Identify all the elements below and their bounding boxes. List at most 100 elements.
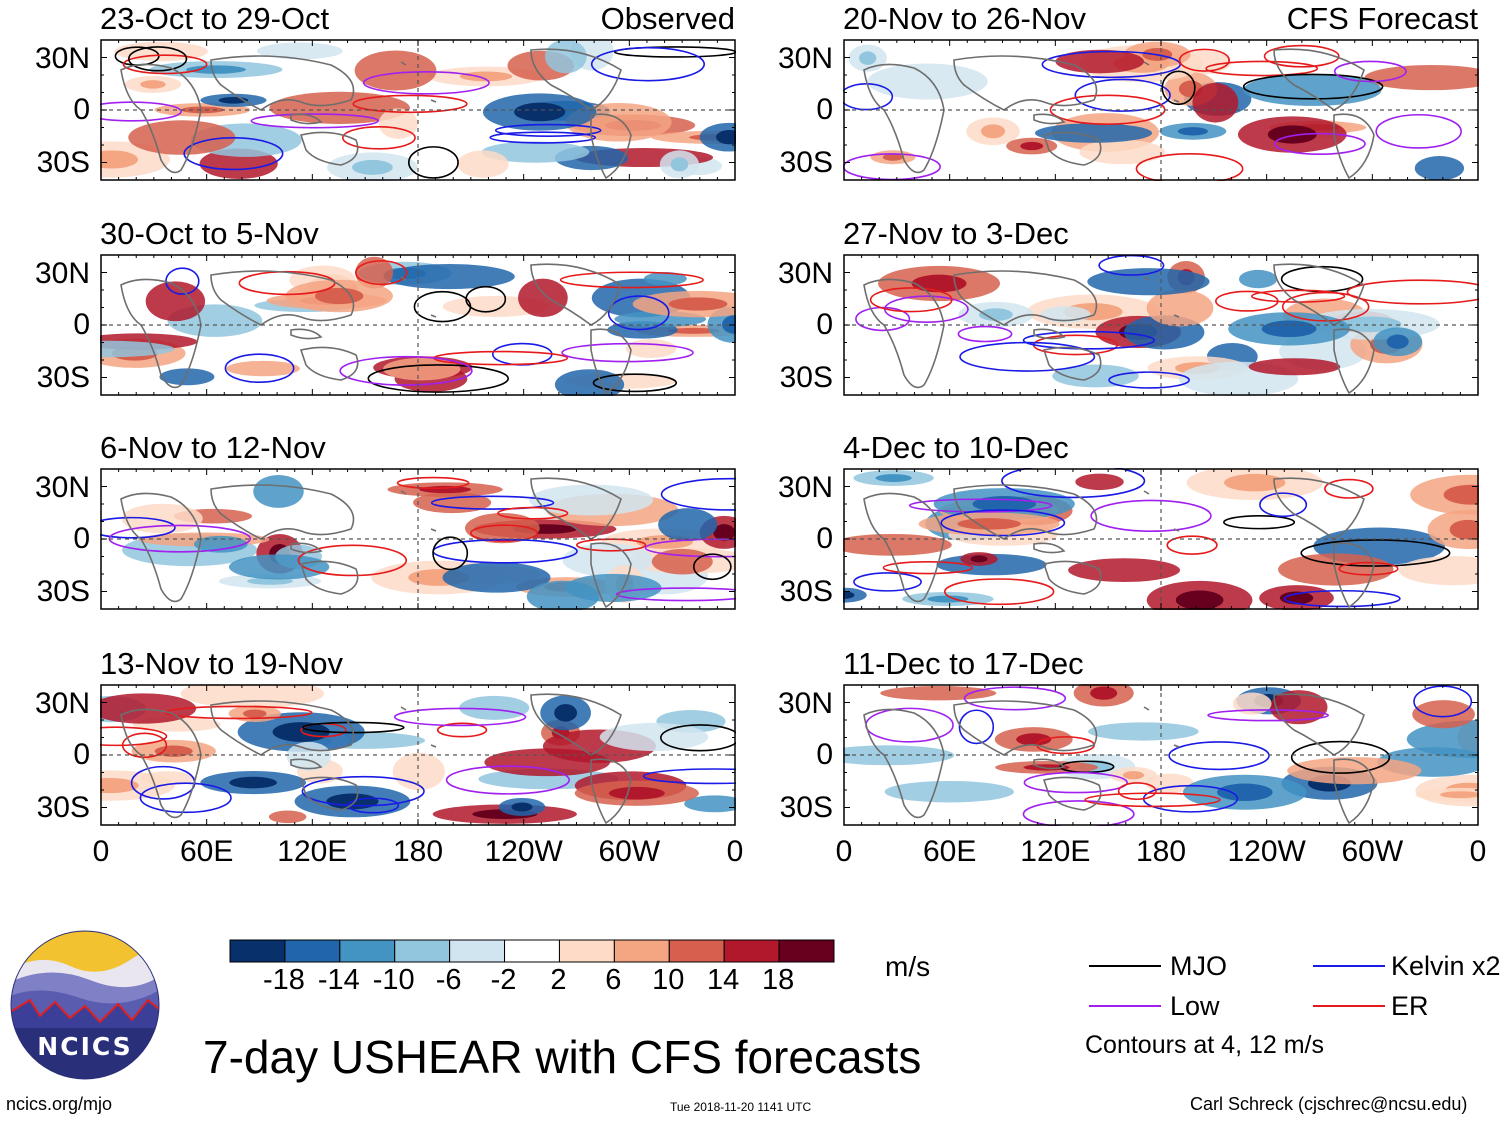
shear-anomaly — [843, 745, 955, 766]
shear-anomaly — [154, 745, 193, 757]
shear-anomaly — [1440, 791, 1479, 799]
timestamp: Tue 2018-11-20 1141 UTC — [670, 1100, 812, 1114]
legend-kelvin-label: Kelvin x2 — [1391, 951, 1501, 981]
shear-anomaly — [667, 327, 720, 334]
mjo-contour — [432, 536, 469, 571]
shear-anomaly — [554, 704, 578, 722]
coastline — [210, 55, 355, 111]
coastline — [1033, 113, 1066, 125]
shear-anomaly — [564, 573, 662, 602]
coastline — [953, 484, 1098, 540]
shear-anomaly — [1016, 733, 1052, 746]
er-contour — [943, 578, 1055, 606]
lat-tick-label: 30S — [779, 146, 833, 179]
map-panel — [100, 254, 736, 396]
shear-anomaly — [253, 474, 304, 508]
shear-anomaly — [722, 315, 736, 334]
shear-anomaly — [884, 780, 1014, 803]
kelvin-contour — [843, 82, 894, 111]
map-panel — [100, 684, 736, 826]
mjo-contour — [465, 285, 507, 313]
coastline — [400, 490, 437, 532]
kelvin-contour — [224, 353, 295, 384]
colorbar-tick-label: 10 — [652, 964, 685, 996]
lon-tick-label: 0 — [92, 835, 110, 868]
shear-anomaly — [1087, 268, 1210, 296]
low-contour — [1090, 499, 1212, 532]
shear-anomaly — [668, 297, 728, 311]
lat-tick-label: 30N — [777, 687, 833, 720]
colorbar-swatch — [613, 939, 670, 963]
legend-low-label: Low — [1170, 991, 1220, 1021]
coastline — [1042, 346, 1102, 381]
low-contour — [1207, 709, 1330, 722]
shear-anomaly — [464, 513, 540, 544]
kelvin-contour — [1108, 371, 1190, 389]
low-contour — [908, 498, 1053, 513]
coastline — [953, 270, 1098, 326]
coastline — [953, 700, 1098, 756]
kelvin-contour — [1001, 468, 1146, 499]
logo-text: NCICS — [37, 1032, 133, 1061]
shear-anomaly — [1412, 700, 1475, 729]
shear-anomaly — [1020, 141, 1044, 151]
site-url[interactable]: ncics.org/mjo — [6, 1094, 113, 1114]
panel-title: 6-Nov to 12-Nov — [100, 430, 326, 465]
colorbar-swatch — [723, 939, 780, 963]
coastline — [590, 328, 632, 395]
shear-anomaly — [286, 741, 332, 771]
coastline — [1333, 113, 1375, 180]
kelvin-contour — [301, 775, 425, 807]
colorbar-swatch — [778, 939, 835, 963]
kelvin-contour — [139, 782, 232, 814]
coastline — [953, 55, 1098, 111]
shear-anomaly — [1075, 473, 1124, 491]
kelvin-contour — [1168, 741, 1270, 771]
shear-anomaly — [651, 548, 713, 575]
shear-anomaly — [1145, 773, 1194, 794]
er-contour — [1178, 48, 1230, 72]
forecast-label: CFS Forecast — [1286, 1, 1478, 36]
lon-tick-label: 120E — [277, 835, 348, 868]
mjo-contour — [1161, 70, 1196, 106]
shear-anomaly — [716, 129, 736, 145]
shear-anomaly — [419, 485, 472, 494]
mjo-contour — [613, 46, 736, 58]
lon-tick-label: 0 — [835, 835, 853, 868]
er-contour — [1324, 478, 1374, 499]
ncics-logo — [10, 930, 160, 1080]
map-panel — [843, 254, 1479, 396]
page-title: 7-day USHEAR with CFS forecasts — [203, 1031, 922, 1083]
observed-label: Observed — [600, 1, 735, 36]
shear-anomaly — [1175, 590, 1224, 610]
coastline — [290, 758, 323, 770]
low-contour — [1273, 132, 1366, 156]
coastline — [290, 542, 323, 554]
er-contour — [396, 476, 470, 490]
kelvin-contour — [940, 509, 1066, 537]
low-contour — [957, 325, 1013, 343]
low-contour — [100, 101, 182, 122]
er-contour — [122, 54, 208, 75]
shear-anomaly — [243, 709, 267, 718]
kelvin-contour — [958, 709, 995, 745]
colorbar-swatch — [558, 939, 615, 963]
shear-anomaly — [1055, 49, 1145, 74]
lat-tick-label: 30N — [777, 257, 833, 290]
lat-tick-label: 30N — [34, 687, 90, 720]
lat-tick-label: 30S — [36, 791, 90, 824]
colorbar — [229, 939, 835, 963]
shear-anomaly — [1034, 123, 1153, 143]
coastline — [1333, 328, 1375, 395]
shear-anomaly — [100, 150, 138, 169]
legend-er-label: ER — [1391, 991, 1429, 1021]
shear-anomaly — [957, 518, 1021, 530]
lat-tick-label: 0 — [73, 522, 90, 555]
coastline — [299, 131, 359, 166]
kelvin-contour — [489, 131, 597, 144]
er-contour — [352, 94, 468, 114]
er-contour — [164, 705, 313, 720]
colorbar-tick-label: 6 — [605, 964, 622, 996]
shear-anomaly — [859, 51, 877, 65]
shear-anomaly — [1122, 771, 1145, 780]
